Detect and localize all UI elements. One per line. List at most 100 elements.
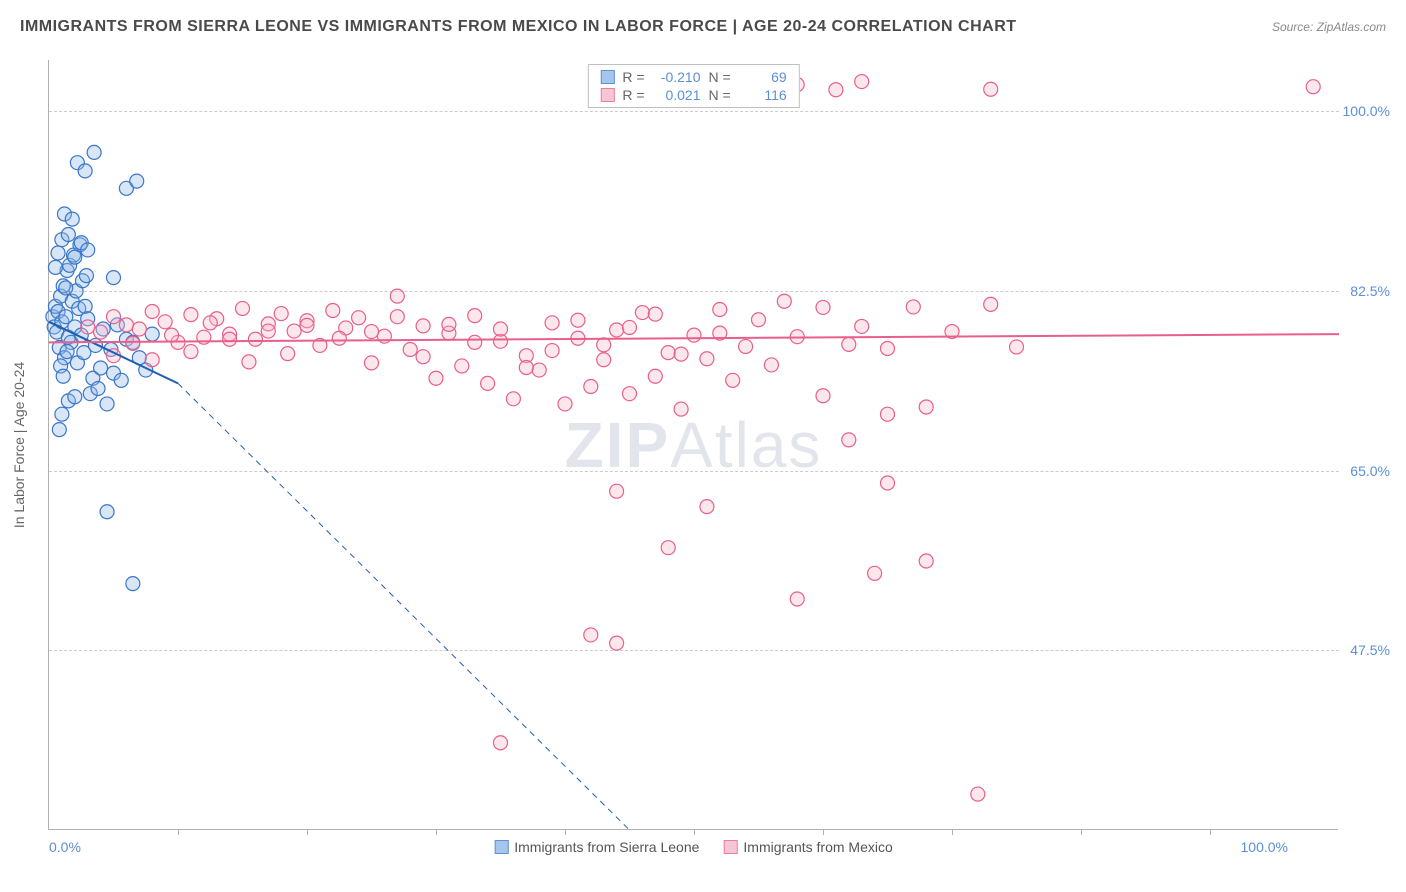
scatter-point bbox=[261, 324, 275, 338]
scatter-point bbox=[248, 332, 262, 346]
scatter-point bbox=[352, 311, 366, 325]
scatter-point bbox=[855, 75, 869, 89]
r-label: R = bbox=[622, 87, 644, 103]
scatter-point bbox=[855, 319, 869, 333]
n-value-1: 116 bbox=[739, 87, 787, 103]
scatter-point bbox=[61, 228, 75, 242]
scatter-point bbox=[1306, 80, 1320, 94]
legend-label-0: Immigrants from Sierra Leone bbox=[514, 839, 699, 855]
scatter-point bbox=[635, 306, 649, 320]
scatter-point bbox=[829, 83, 843, 97]
scatter-point bbox=[545, 316, 559, 330]
scatter-point bbox=[661, 541, 675, 555]
x-axis-min-label: 0.0% bbox=[49, 839, 81, 855]
scatter-point bbox=[739, 339, 753, 353]
scatter-point bbox=[494, 322, 508, 336]
scatter-point bbox=[145, 305, 159, 319]
scatter-point bbox=[126, 577, 140, 591]
scatter-point bbox=[597, 338, 611, 352]
scatter-point bbox=[94, 361, 108, 375]
scatter-point bbox=[223, 332, 237, 346]
scatter-point bbox=[390, 310, 404, 324]
scatter-point bbox=[365, 325, 379, 339]
scatter-point bbox=[416, 350, 430, 364]
scatter-point bbox=[545, 344, 559, 358]
scatter-point bbox=[416, 319, 430, 333]
trend-line bbox=[178, 383, 630, 830]
scatter-point bbox=[842, 433, 856, 447]
legend-swatch-0 bbox=[494, 840, 508, 854]
scatter-point bbox=[984, 297, 998, 311]
scatter-point bbox=[623, 320, 637, 334]
scatter-point bbox=[442, 317, 456, 331]
scatter-point bbox=[777, 294, 791, 308]
scatter-point bbox=[494, 736, 508, 750]
scatter-point bbox=[132, 322, 146, 336]
scatter-point bbox=[610, 323, 624, 337]
legend-swatch-1 bbox=[723, 840, 737, 854]
plot-container: 47.5%65.0%82.5%100.0% ZIPAtlas R = -0.21… bbox=[48, 60, 1388, 830]
scatter-point bbox=[506, 392, 520, 406]
r-value-0: -0.210 bbox=[653, 69, 701, 85]
scatter-point bbox=[52, 423, 66, 437]
scatter-point bbox=[403, 343, 417, 357]
scatter-point bbox=[59, 281, 73, 295]
scatter-point bbox=[816, 389, 830, 403]
scatter-point bbox=[79, 269, 93, 283]
scatter-point bbox=[1010, 340, 1024, 354]
scatter-point bbox=[842, 337, 856, 351]
scatter-point bbox=[648, 307, 662, 321]
scatter-point bbox=[184, 345, 198, 359]
scatter-point bbox=[881, 407, 895, 421]
scatter-point bbox=[984, 82, 998, 96]
scatter-point bbox=[687, 328, 701, 342]
scatter-point bbox=[68, 390, 82, 404]
scatter-point bbox=[868, 566, 882, 580]
scatter-point bbox=[390, 289, 404, 303]
scatter-point bbox=[145, 327, 159, 341]
scatter-point bbox=[78, 299, 92, 313]
scatter-point bbox=[203, 316, 217, 330]
scatter-point bbox=[661, 346, 675, 360]
scatter-point bbox=[881, 476, 895, 490]
scatter-point bbox=[790, 592, 804, 606]
scatter-point bbox=[68, 250, 82, 264]
scatter-point bbox=[287, 324, 301, 338]
scatter-point bbox=[700, 500, 714, 514]
scatter-point bbox=[971, 787, 985, 801]
series-1-swatch bbox=[600, 88, 614, 102]
scatter-point bbox=[94, 325, 108, 339]
scatter-point bbox=[816, 300, 830, 314]
scatter-point bbox=[584, 379, 598, 393]
y-tick-label: 82.5% bbox=[1350, 283, 1390, 299]
scatter-svg bbox=[49, 60, 1339, 830]
scatter-point bbox=[752, 313, 766, 327]
scatter-point bbox=[274, 307, 288, 321]
scatter-point bbox=[571, 313, 585, 327]
scatter-point bbox=[610, 636, 624, 650]
scatter-point bbox=[610, 484, 624, 498]
scatter-point bbox=[919, 400, 933, 414]
scatter-point bbox=[100, 397, 114, 411]
scatter-point bbox=[242, 355, 256, 369]
n-label: N = bbox=[709, 87, 731, 103]
legend-item-0: Immigrants from Sierra Leone bbox=[494, 839, 699, 855]
y-tick-label: 47.5% bbox=[1350, 642, 1390, 658]
scatter-point bbox=[764, 358, 778, 372]
scatter-point bbox=[81, 243, 95, 257]
scatter-point bbox=[51, 246, 65, 260]
scatter-point bbox=[519, 360, 533, 374]
scatter-point bbox=[455, 359, 469, 373]
stats-row-series-0: R = -0.210 N = 69 bbox=[600, 69, 786, 85]
scatter-point bbox=[56, 369, 70, 383]
source-label: Source: ZipAtlas.com bbox=[1272, 20, 1386, 34]
scatter-point bbox=[91, 382, 105, 396]
legend-label-1: Immigrants from Mexico bbox=[743, 839, 892, 855]
scatter-point bbox=[584, 628, 598, 642]
scatter-point bbox=[332, 331, 346, 345]
legend-bottom: Immigrants from Sierra Leone Immigrants … bbox=[494, 839, 893, 855]
scatter-point bbox=[919, 554, 933, 568]
scatter-point bbox=[48, 260, 62, 274]
scatter-point bbox=[119, 318, 133, 332]
scatter-point bbox=[326, 304, 340, 318]
